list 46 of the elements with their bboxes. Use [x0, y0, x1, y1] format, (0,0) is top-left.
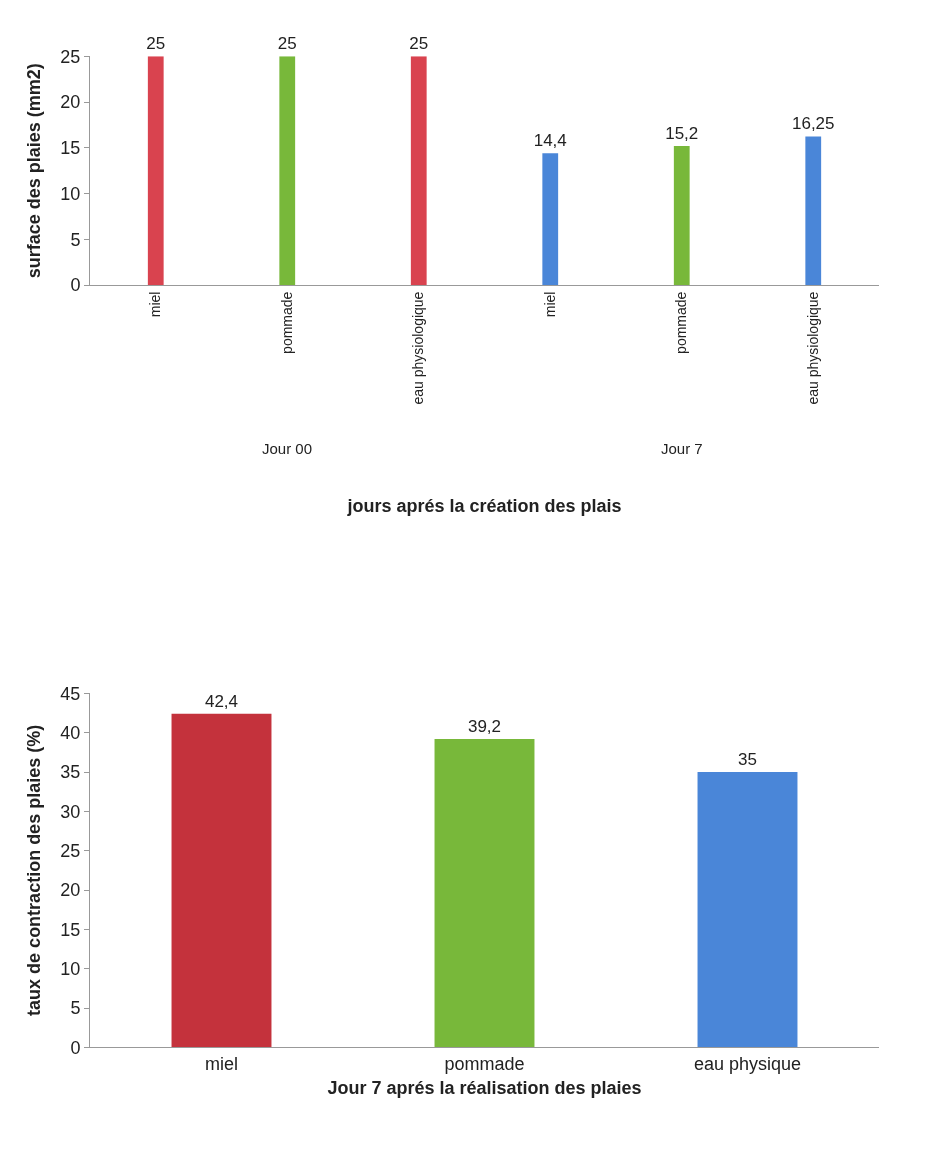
data-label: 25	[146, 34, 166, 54]
x-tick-label: eau physique	[693, 1053, 802, 1074]
y-tick-label: 0	[70, 275, 81, 296]
x-tick-label: miel	[204, 1053, 239, 1074]
y-tick-label: 10	[60, 958, 81, 979]
data-label: 25	[409, 34, 429, 54]
x-tick-label: eau physiologique	[410, 291, 427, 405]
x-axis-title: jours aprés la création des plais	[346, 495, 622, 516]
data-label: 42,4	[204, 691, 239, 711]
text: Jour 00	[262, 440, 313, 457]
data-label: 16,25	[791, 114, 835, 134]
x-tick-label: pommade	[444, 1053, 525, 1074]
bar	[673, 145, 690, 286]
y-axis-title: taux de contraction des plaies (%)	[23, 724, 44, 1016]
bar	[805, 136, 822, 286]
y-tick-label: 40	[60, 723, 81, 744]
y-tick-label: 5	[70, 998, 81, 1019]
x-tick-label: miel	[541, 291, 558, 318]
data-label: 15,2	[665, 123, 699, 143]
y-tick-label: 15	[60, 138, 81, 159]
y-tick-label: 10	[60, 183, 81, 204]
data-label: 35	[738, 750, 757, 770]
x-tick-label: pommade	[278, 291, 295, 354]
y-tick-label: 35	[60, 762, 81, 783]
x-tick-label: pommade	[673, 291, 690, 354]
x-tick-label: miel	[147, 291, 164, 318]
y-tick-label: 20	[60, 880, 81, 901]
data-label: 14,4	[533, 131, 567, 151]
y-tick-label: 45	[60, 683, 81, 704]
x-tick-label: eau physiologique	[804, 291, 821, 405]
text: Jour 7	[661, 440, 703, 457]
bar	[147, 56, 164, 286]
data-label: 25	[277, 34, 297, 54]
y-tick-label: 25	[60, 841, 81, 861]
y-tick-label: 20	[60, 92, 81, 113]
data-label: 39,2	[467, 717, 502, 737]
bar	[279, 56, 296, 286]
y-tick-label: 5	[70, 229, 81, 250]
y-tick-label: 15	[60, 919, 81, 940]
bar	[410, 56, 427, 286]
y-tick-label: 25	[60, 46, 81, 67]
x-axis-title: Jour 7 aprés la réalisation des plaies	[327, 1078, 642, 1099]
y-tick-label: 0	[70, 1037, 81, 1058]
bar	[542, 153, 559, 286]
y-tick-label: 30	[60, 801, 81, 822]
y-axis-title: surface des plaies (mm2)	[23, 63, 44, 279]
